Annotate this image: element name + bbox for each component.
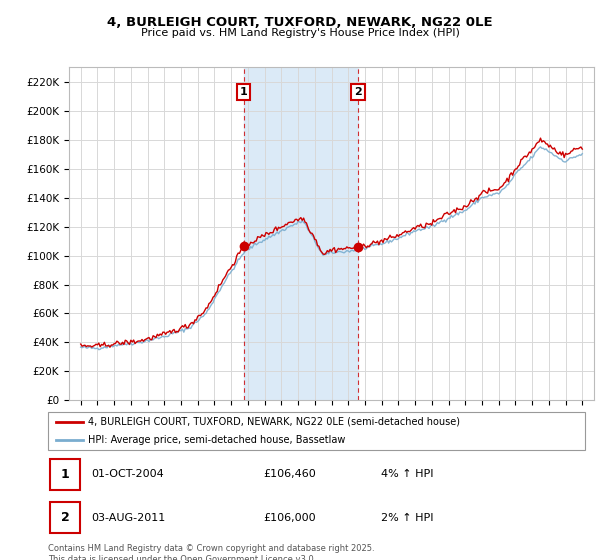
Text: 2: 2: [354, 87, 362, 97]
Text: 4, BURLEIGH COURT, TUXFORD, NEWARK, NG22 0LE: 4, BURLEIGH COURT, TUXFORD, NEWARK, NG22…: [107, 16, 493, 29]
Text: 03-AUG-2011: 03-AUG-2011: [91, 513, 165, 523]
Bar: [50, 459, 80, 490]
Text: 4% ↑ HPI: 4% ↑ HPI: [381, 469, 433, 479]
Text: 1: 1: [240, 87, 248, 97]
Text: Contains HM Land Registry data © Crown copyright and database right 2025.
This d: Contains HM Land Registry data © Crown c…: [48, 544, 374, 560]
Text: £106,000: £106,000: [263, 513, 316, 523]
Text: 1: 1: [61, 468, 69, 481]
Bar: [244, 67, 358, 400]
Text: 2% ↑ HPI: 2% ↑ HPI: [381, 513, 433, 523]
Text: 4, BURLEIGH COURT, TUXFORD, NEWARK, NG22 0LE (semi-detached house): 4, BURLEIGH COURT, TUXFORD, NEWARK, NG22…: [88, 417, 460, 427]
Bar: [50, 502, 80, 534]
Text: Price paid vs. HM Land Registry's House Price Index (HPI): Price paid vs. HM Land Registry's House …: [140, 28, 460, 38]
Text: 2: 2: [61, 511, 69, 524]
Text: £106,460: £106,460: [263, 469, 316, 479]
Text: HPI: Average price, semi-detached house, Bassetlaw: HPI: Average price, semi-detached house,…: [88, 435, 346, 445]
Text: 01-OCT-2004: 01-OCT-2004: [91, 469, 164, 479]
